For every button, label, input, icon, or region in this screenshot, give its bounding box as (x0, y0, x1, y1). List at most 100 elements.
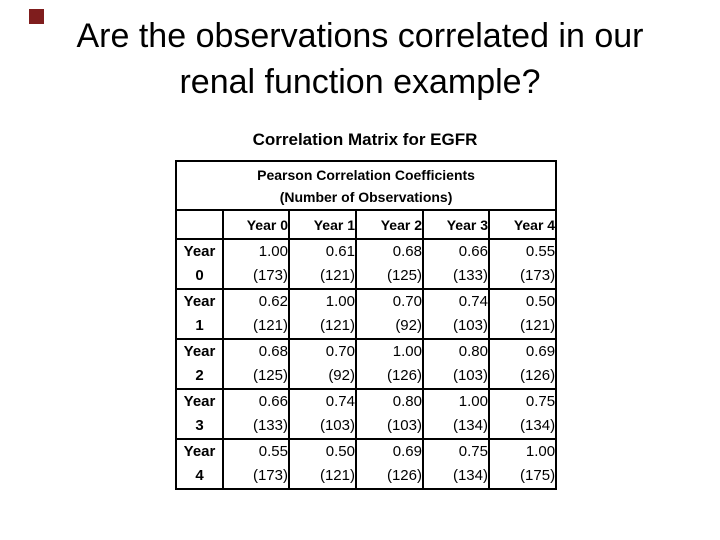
matrix-cell: 0.66 (133) (422, 238, 490, 290)
row-label-year1: Year 1 (175, 288, 224, 340)
n-observations: (92) (395, 317, 422, 334)
correlation-value: 0.55 (525, 243, 556, 260)
correlation-value: 0.75 (458, 443, 488, 460)
matrix-cell: 0.55 (173) (222, 438, 290, 490)
row-label-word: Year (183, 243, 216, 260)
correlation-value: 0.74 (458, 293, 488, 310)
table-row-year3: Year 3 0.66 (133) 0.74 (103) 0.80 (103) … (175, 388, 558, 440)
n-observations: (134) (452, 467, 488, 484)
matrix-cell: 0.80 (103) (422, 338, 490, 390)
n-observations: (103) (386, 417, 422, 434)
correlation-value: 0.61 (325, 243, 355, 260)
n-observations: (125) (252, 367, 288, 384)
row-label-index: 3 (195, 417, 204, 434)
matrix-cell: 0.61 (121) (288, 238, 357, 290)
n-observations: (175) (520, 467, 556, 484)
correlation-value: 1.00 (258, 243, 288, 260)
correlation-value: 0.50 (325, 443, 355, 460)
table-row-year0: Year 0 1.00 (173) 0.61 (121) 0.68 (125) … (175, 238, 558, 290)
slide-title: Are the observations correlated in our r… (0, 13, 720, 105)
table-row-year4: Year 4 0.55 (173) 0.50 (121) 0.69 (126) … (175, 438, 558, 490)
matrix-cell: 0.70 (92) (288, 338, 357, 390)
matrix-cell: 0.74 (103) (422, 288, 490, 340)
row-label-word: Year (183, 293, 216, 310)
n-observations: (121) (319, 317, 355, 334)
column-header-year4: Year 4 (487, 209, 558, 240)
table-header-line1: Pearson Correlation Coefficients (257, 166, 475, 183)
n-observations: (133) (252, 417, 288, 434)
matrix-cell: 0.75 (134) (422, 438, 490, 490)
row-label-year3: Year 3 (175, 388, 224, 440)
matrix-cell: 0.75 (134) (487, 388, 558, 440)
matrix-cell: 0.69 (126) (355, 438, 424, 490)
matrix-cell: 1.00 (134) (422, 388, 490, 440)
n-observations: (121) (520, 317, 556, 334)
matrix-cell: 0.70 (92) (355, 288, 424, 340)
column-header-year1: Year 1 (288, 209, 357, 240)
row-label-year0: Year 0 (175, 238, 224, 290)
correlation-value: 0.50 (525, 293, 556, 310)
table-row-year1: Year 1 0.62 (121) 1.00 (121) 0.70 (92) 0… (175, 288, 558, 340)
row-label-word: Year (183, 393, 216, 410)
n-observations: (134) (452, 417, 488, 434)
correlation-value: 0.70 (392, 293, 422, 310)
n-observations: (126) (386, 467, 422, 484)
n-observations: (103) (319, 417, 355, 434)
n-observations: (173) (252, 467, 288, 484)
column-header-year3: Year 3 (422, 209, 490, 240)
correlation-value: 0.75 (525, 393, 556, 410)
n-observations: (103) (452, 317, 488, 334)
column-header-year0: Year 0 (222, 209, 290, 240)
slide-title-line1: Are the observations correlated in our (76, 17, 644, 55)
matrix-cell: 0.74 (103) (288, 388, 357, 440)
n-observations: (103) (452, 367, 488, 384)
n-observations: (133) (452, 267, 488, 284)
row-label-year4: Year 4 (175, 438, 224, 490)
matrix-cell: 0.80 (103) (355, 388, 424, 440)
matrix-cell: 0.68 (125) (355, 238, 424, 290)
correlation-value: 0.66 (258, 393, 288, 410)
matrix-cell: 1.00 (126) (355, 338, 424, 390)
matrix-cell: 1.00 (173) (222, 238, 290, 290)
row-label-word: Year (183, 443, 216, 460)
column-header-row: Year 0 Year 1 Year 2 Year 3 Year 4 (175, 209, 558, 240)
matrix-cell: 1.00 (121) (288, 288, 357, 340)
correlation-value: 0.70 (325, 343, 355, 360)
table-title: Correlation Matrix for EGFR (252, 130, 478, 149)
table-header-box-row: Pearson Correlation Coefficients (Number… (174, 160, 558, 211)
table-row-year2: Year 2 0.68 (125) 0.70 (92) 1.00 (126) 0… (175, 338, 558, 390)
n-observations: (134) (520, 417, 556, 434)
n-observations: (121) (252, 317, 288, 334)
correlation-value: 0.80 (392, 393, 422, 410)
correlation-value: 0.68 (258, 343, 288, 360)
matrix-cell: 0.66 (133) (222, 388, 290, 440)
row-label-year2: Year 2 (175, 338, 224, 390)
n-observations: (126) (520, 367, 556, 384)
row-label-index: 0 (195, 267, 204, 284)
row-label-word: Year (183, 343, 216, 360)
row-label-index: 4 (195, 467, 204, 484)
correlation-value: 0.69 (525, 343, 556, 360)
correlation-value: 1.00 (458, 393, 488, 410)
n-observations: (125) (386, 267, 422, 284)
correlation-value: 0.66 (458, 243, 488, 260)
correlation-value: 0.80 (458, 343, 488, 360)
n-observations: (121) (319, 267, 355, 284)
slide-accent-square-icon (29, 9, 44, 24)
correlation-value: 1.00 (525, 443, 556, 460)
n-observations: (126) (386, 367, 422, 384)
matrix-cell: 0.69 (126) (487, 338, 558, 390)
correlation-value: 1.00 (325, 293, 355, 310)
matrix-cell: 0.55 (173) (487, 238, 558, 290)
correlation-value: 0.74 (325, 393, 355, 410)
n-observations: (92) (328, 367, 355, 384)
correlation-value: 0.55 (258, 443, 288, 460)
matrix-cell: 0.62 (121) (222, 288, 290, 340)
corner-cell (175, 209, 224, 240)
n-observations: (173) (252, 267, 288, 284)
row-label-index: 2 (195, 367, 204, 384)
table-header-box: Pearson Correlation Coefficients (Number… (174, 160, 558, 211)
n-observations: (121) (319, 467, 355, 484)
correlation-value: 1.00 (392, 343, 422, 360)
